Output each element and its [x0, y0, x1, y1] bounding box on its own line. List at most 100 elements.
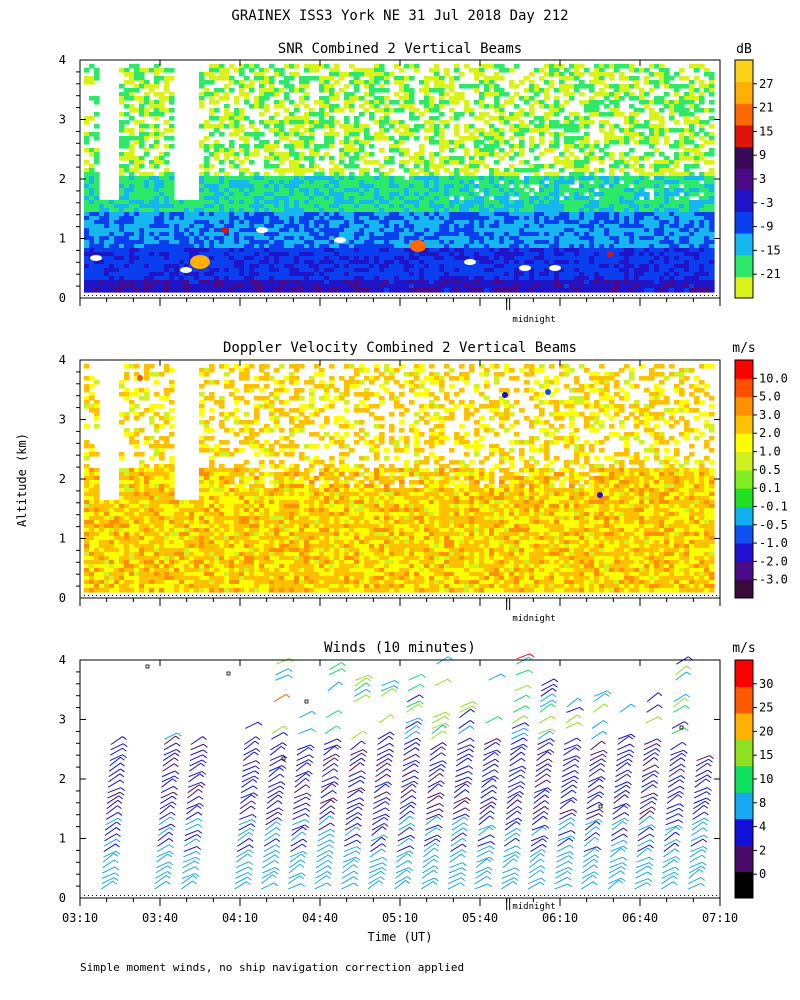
snr-cell [249, 228, 255, 233]
snr-cell [364, 248, 370, 253]
snr-cell [484, 252, 490, 257]
snr-cell [374, 256, 380, 261]
snr-cell [124, 176, 130, 181]
snr-cell [139, 264, 145, 269]
snr-cell [639, 276, 645, 281]
snr-cell [84, 216, 90, 221]
snr-cell [259, 144, 265, 149]
snr-cell [684, 212, 690, 217]
snr-cell [149, 104, 155, 109]
snr-cell [674, 160, 680, 165]
snr-cell [594, 232, 600, 237]
snr-cell [119, 180, 125, 185]
snr-cell [439, 220, 445, 225]
snr-cell [354, 252, 360, 257]
snr-cell [409, 216, 415, 221]
snr-cell [199, 176, 205, 181]
snr-cell [639, 200, 645, 205]
snr-cell [489, 180, 495, 185]
snr-cell [409, 132, 415, 137]
snr-cell [164, 264, 170, 269]
snr-cell [339, 176, 345, 181]
snr-cell [154, 276, 160, 281]
snr-cell [534, 200, 540, 205]
snr-cell [619, 128, 625, 133]
snr-cell [224, 208, 230, 213]
snr-cell [519, 208, 525, 213]
snr-cell [579, 144, 585, 149]
snr-cell [399, 184, 405, 189]
snr-cell [489, 152, 495, 157]
snr-cell [434, 228, 440, 233]
snr-cell [339, 180, 345, 185]
snr-cell [464, 216, 470, 221]
snr-cell [464, 192, 470, 197]
snr-cell [369, 260, 375, 265]
snr-cell [364, 220, 370, 225]
snr-cell [619, 212, 625, 217]
snr-cell [559, 72, 565, 77]
snr-cell [279, 184, 285, 189]
snr-cell [409, 252, 415, 257]
snr-cell [379, 272, 385, 277]
snr-cell [464, 248, 470, 253]
snr-cell [404, 200, 410, 205]
snr-cell [144, 188, 150, 193]
snr-cell [219, 252, 225, 257]
snr-cell [499, 172, 505, 177]
snr-cell [474, 264, 480, 269]
snr-cell [424, 136, 430, 141]
snr-cell [614, 84, 620, 89]
snr-cell [414, 136, 420, 141]
snr-cell [644, 200, 650, 205]
snr-cell [344, 84, 350, 89]
snr-cell [204, 144, 210, 149]
snr-cell [144, 276, 150, 281]
snr-cell [509, 68, 515, 73]
snr-cell [369, 220, 375, 225]
snr-cell [359, 232, 365, 237]
snr-cell [579, 232, 585, 237]
snr-cell [354, 128, 360, 133]
snr-cell [84, 76, 90, 81]
snr-cell [699, 84, 705, 89]
snr-cell [239, 144, 245, 149]
snr-cell [359, 72, 365, 77]
snr-cell [394, 196, 400, 201]
snr-cell [514, 180, 520, 185]
snr-cell [84, 140, 90, 145]
snr-cell [269, 232, 275, 237]
snr-cell [679, 112, 685, 117]
snr-cell [214, 180, 220, 185]
snr-cell [154, 128, 160, 133]
snr-cell [709, 184, 715, 189]
snr-cell [659, 208, 665, 213]
snr-cell [644, 156, 650, 161]
snr-cell [579, 224, 585, 229]
snr-cell [474, 240, 480, 245]
snr-cell [379, 252, 385, 257]
snr-cell [569, 176, 575, 181]
snr-cell [484, 144, 490, 149]
snr-cell [644, 76, 650, 81]
snr-cell [394, 184, 400, 189]
snr-cell [584, 180, 590, 185]
snr-cell [84, 272, 90, 277]
snr-cell [684, 208, 690, 213]
snr-cell [699, 136, 705, 141]
snr-cell [699, 128, 705, 133]
snr-cell [524, 124, 530, 129]
snr-cell [689, 88, 695, 93]
snr-cell [359, 204, 365, 209]
snr-cell [144, 220, 150, 225]
snr-cell [254, 76, 260, 81]
snr-cell [134, 72, 140, 77]
snr-cell [409, 260, 415, 265]
snr-cell [139, 232, 145, 237]
snr-cell [119, 184, 125, 189]
snr-cell [429, 264, 435, 269]
snr-cell [404, 212, 410, 217]
snr-cell [124, 236, 130, 241]
snr-cell [144, 100, 150, 105]
snr-cell [249, 256, 255, 261]
